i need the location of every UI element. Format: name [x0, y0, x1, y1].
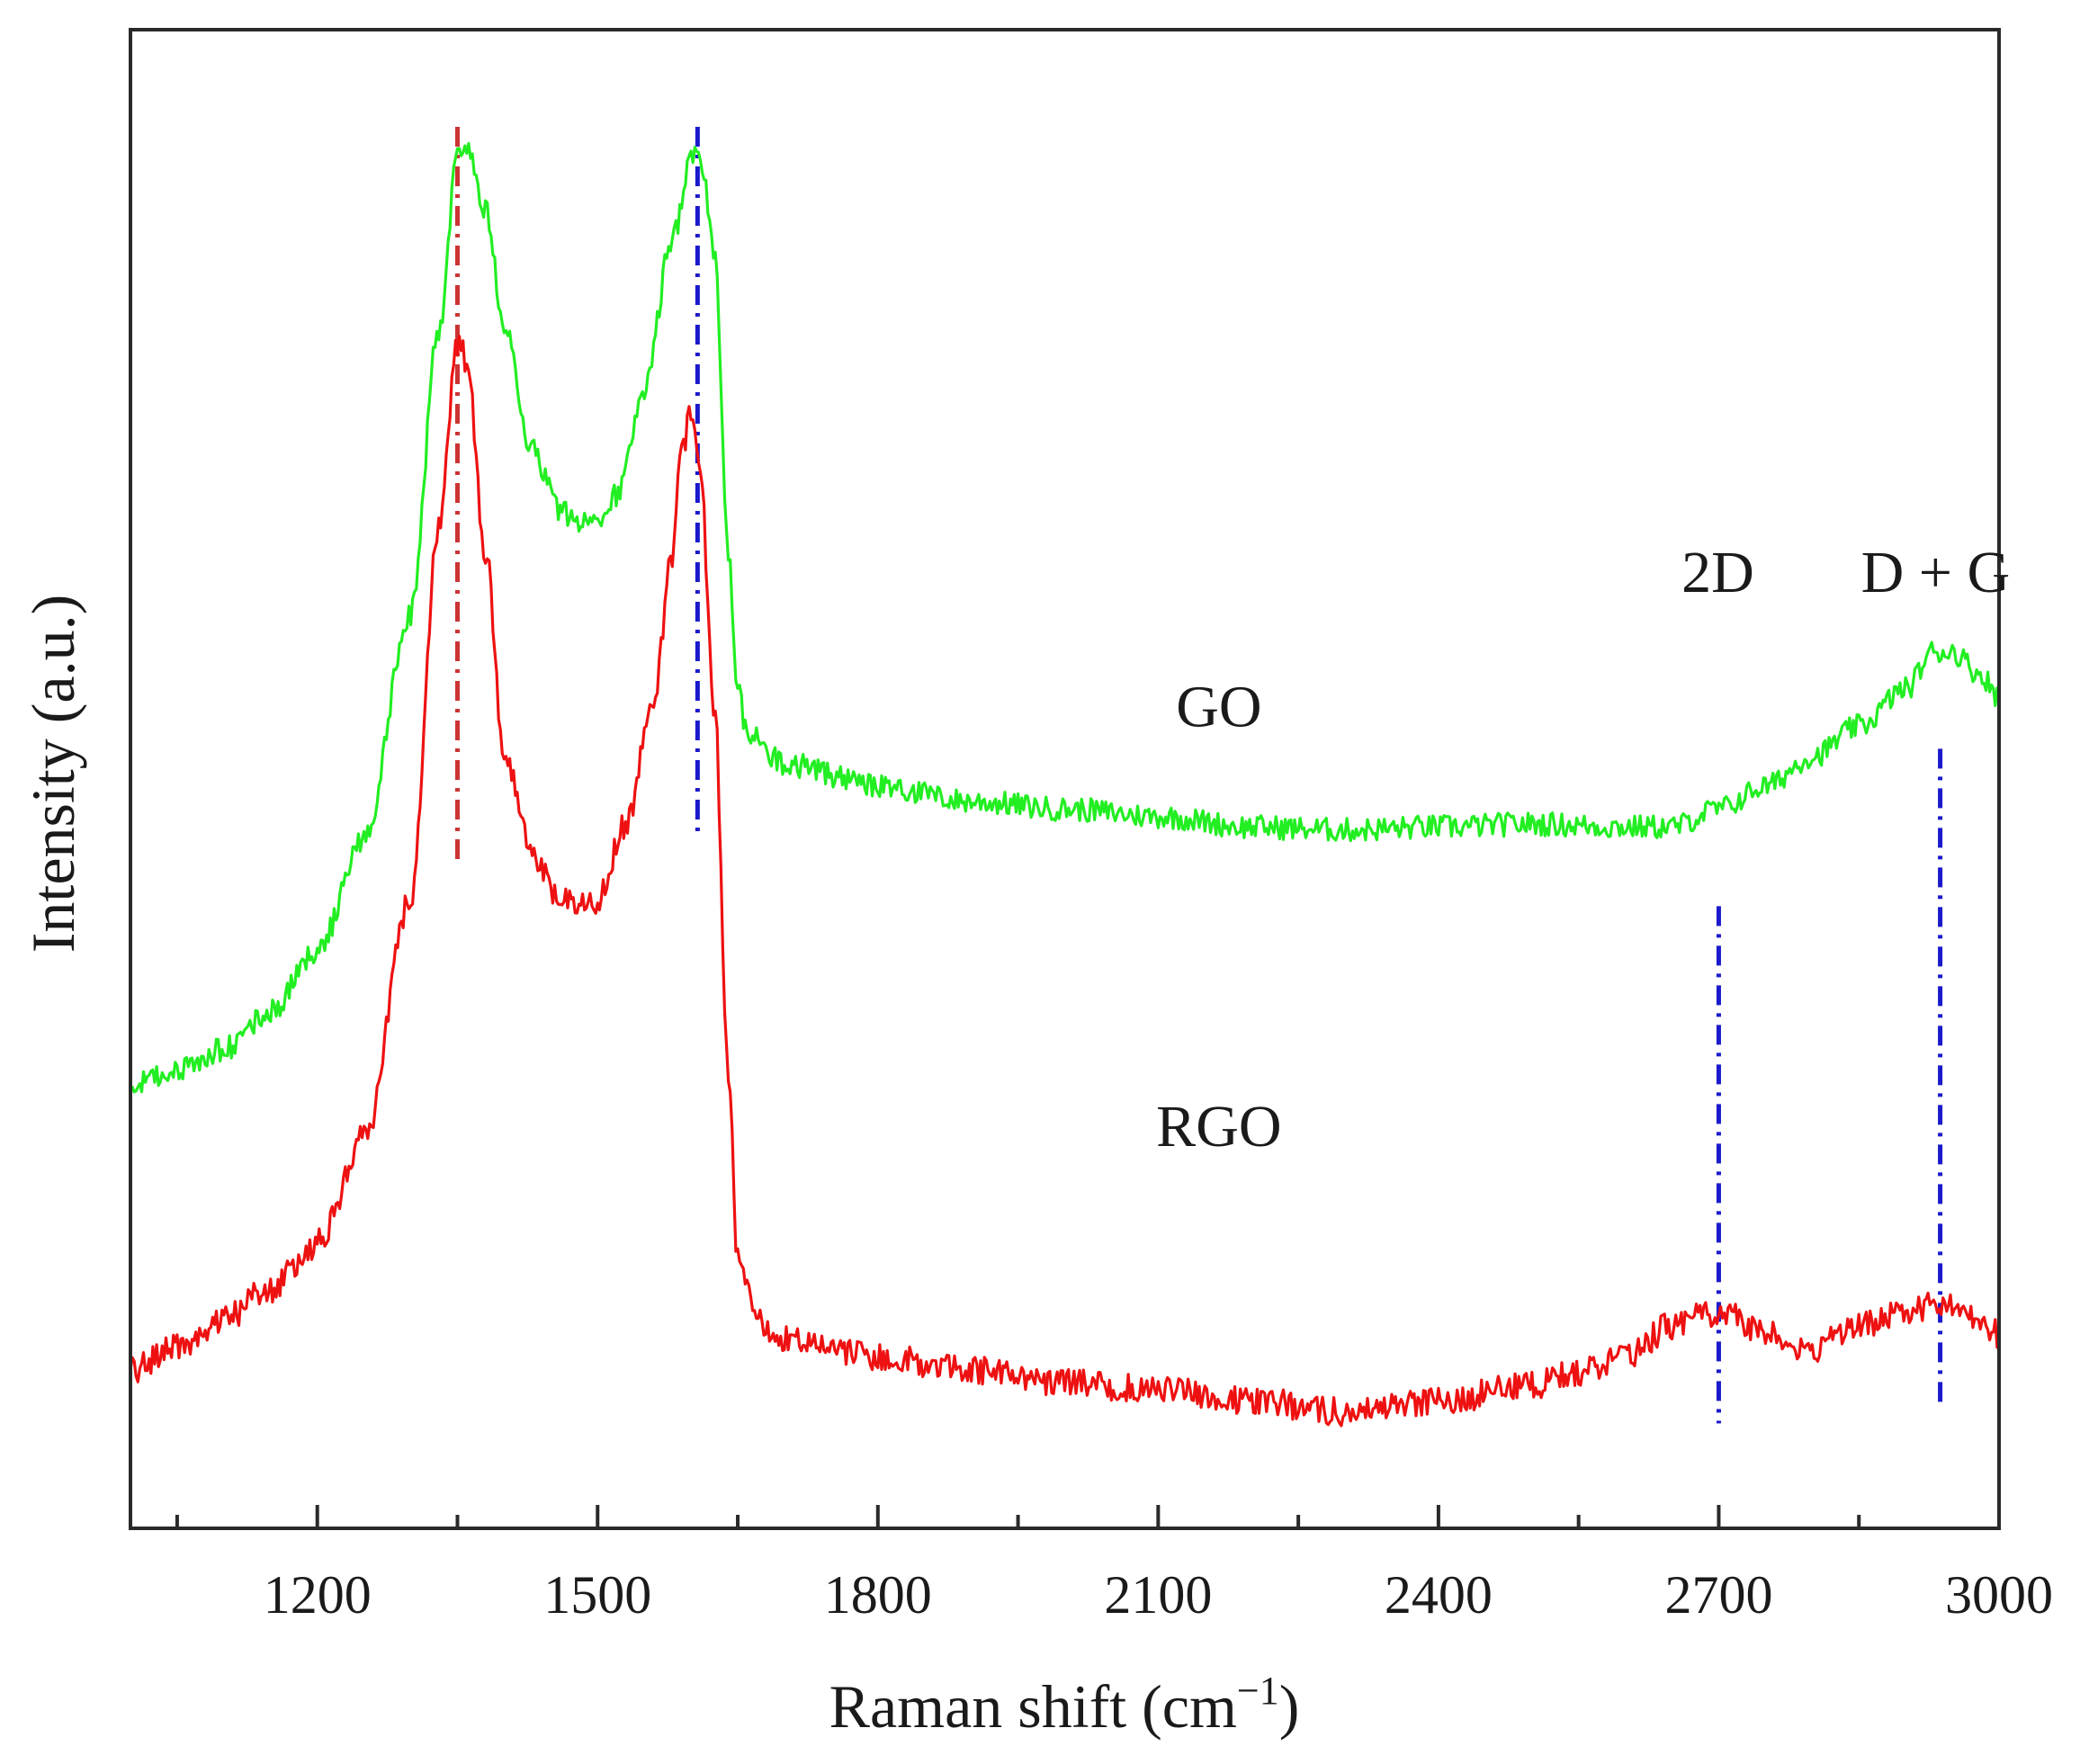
x-axis-title-close: ) — [1279, 1672, 1300, 1741]
series-line-go — [129, 141, 2001, 1094]
x-tick-label: 3000 — [1945, 1565, 2053, 1625]
series-label-rgo: RGO — [1156, 1094, 1281, 1160]
x-axis-title-text: Raman shift (cm — [829, 1672, 1237, 1741]
peak-guide-lines — [454, 127, 1943, 1424]
series-label-go: GO — [1176, 675, 1261, 740]
peak-label-d-g: D + G — [1861, 540, 2011, 605]
peak-label-2d: 2D — [1681, 540, 1754, 605]
y-axis-title: Intensity (a.u.) — [19, 595, 87, 953]
x-tick-label: 1500 — [543, 1565, 651, 1625]
plot-frame — [129, 28, 2001, 1530]
x-axis-ticks — [175, 1505, 2001, 1528]
peak-labels: DG2DD + G — [1681, 540, 2011, 605]
x-tick-label: 2700 — [1664, 1565, 1772, 1625]
x-axis-tick-labels: 1200 1500 1800 2100 2400 2700 3000 — [264, 1565, 2053, 1625]
series-line-rgo — [129, 335, 2001, 1428]
x-tick-label: 2400 — [1385, 1565, 1493, 1625]
series-layer — [129, 141, 2001, 1428]
x-tick-label: 1200 — [264, 1565, 372, 1625]
x-tick-label: 2100 — [1104, 1565, 1212, 1625]
x-axis-title: Raman shift (cm−1) — [829, 1669, 1300, 1741]
x-tick-label: 1800 — [824, 1565, 932, 1625]
series-annotations: GO RGO — [1156, 675, 1281, 1160]
x-axis-title-superscript: −1 — [1237, 1669, 1279, 1713]
